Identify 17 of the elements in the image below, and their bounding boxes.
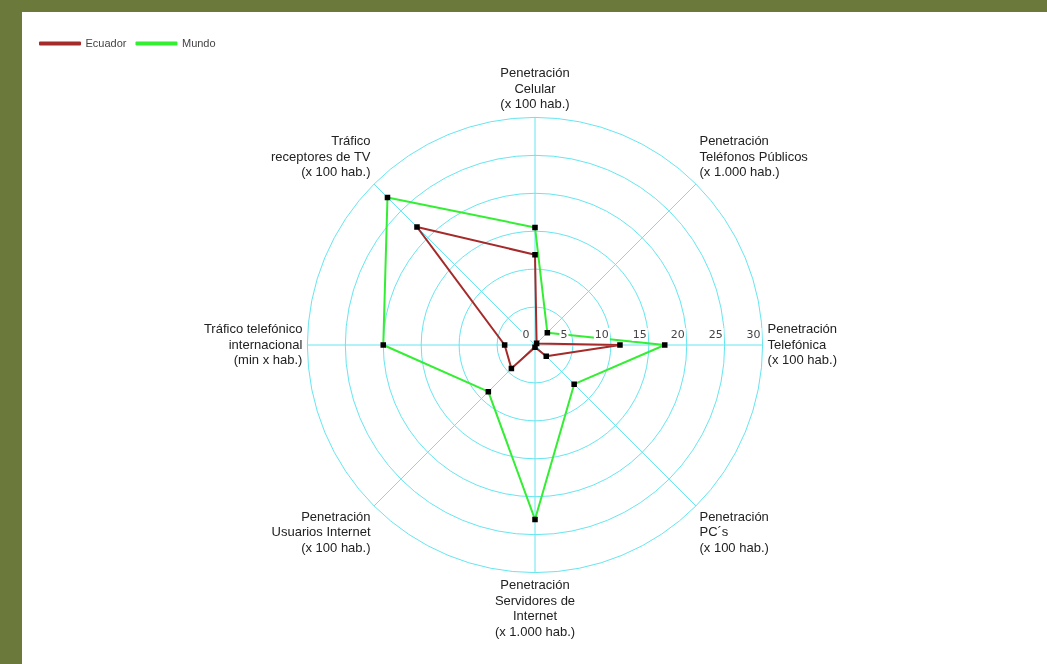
spoke-label: Penetración Telefónica (x 100 hab.) bbox=[767, 320, 837, 368]
spoke-label: Tráfico receptores de TV (x 100 hab.) bbox=[271, 133, 371, 180]
y-tick-label: 0 bbox=[522, 328, 530, 342]
y-tick-label: 30 bbox=[746, 328, 761, 342]
spoke-label: Penetración Servidores de Internet (x 1.000 hab.) bbox=[494, 576, 576, 639]
y-tick-label: 15 bbox=[632, 328, 647, 342]
spoke-label: Penetración Usuarios Internet (x 100 hab.) bbox=[271, 508, 371, 556]
y-tick-label: 20 bbox=[670, 328, 685, 342]
y-tick-label: 10 bbox=[594, 328, 609, 342]
spoke-label: Tráfico telefónico internacional (min x hab.) bbox=[203, 320, 303, 368]
spoke-label: Penetración PC´s (x 100 hab.) bbox=[699, 508, 769, 556]
y-tick-label: 5 bbox=[560, 328, 568, 342]
spoke-label: Penetración Teléfonos Públicos (x 1.000 hab.) bbox=[699, 133, 809, 180]
legend-label: Mundo bbox=[181, 36, 216, 49]
y-tick-label: 25 bbox=[708, 328, 723, 342]
legend-label: Ecuador bbox=[85, 36, 127, 49]
spoke-label: Penetración Celular (x 100 hab.) bbox=[500, 64, 570, 112]
